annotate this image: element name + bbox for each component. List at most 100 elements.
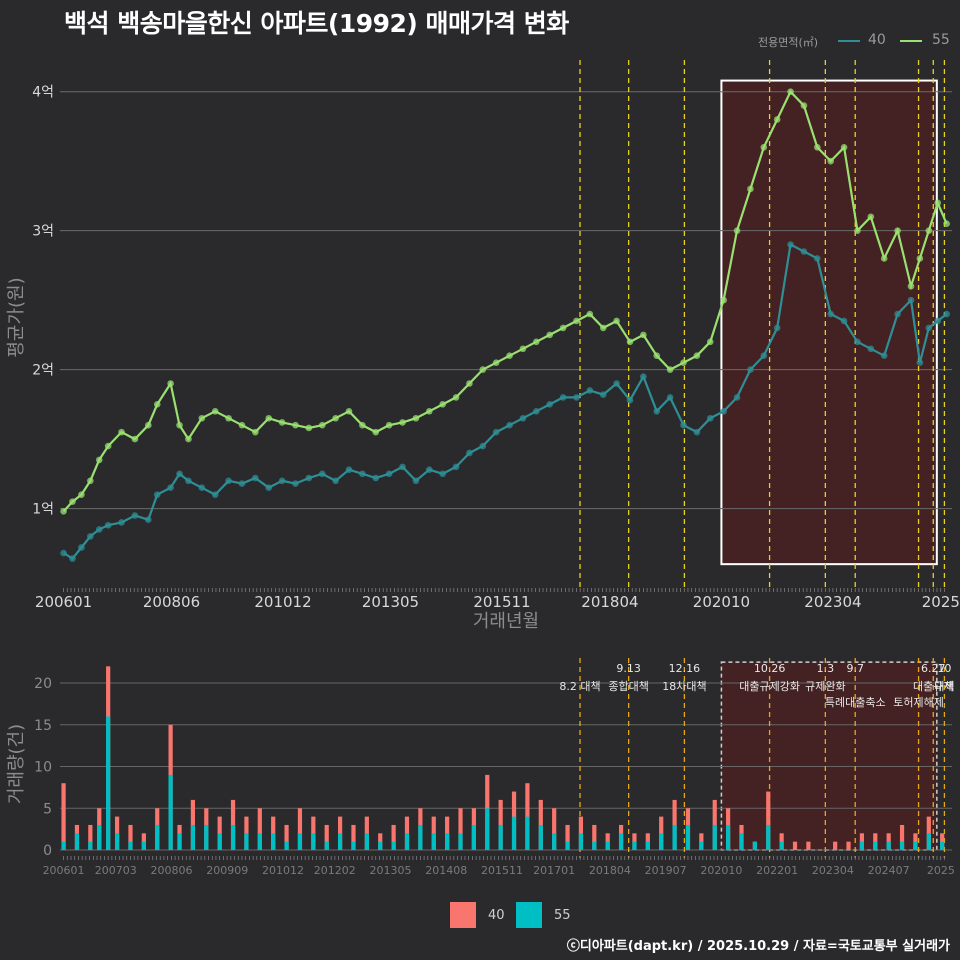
policy-date: 1.3 [817, 662, 835, 675]
data-point-55 [95, 456, 103, 464]
x-tick-label: 202304 [812, 864, 854, 877]
bar-55 [230, 824, 236, 850]
data-point-55 [153, 401, 161, 408]
data-point-40 [573, 394, 580, 401]
bar-40 [766, 791, 771, 850]
data-point-55 [613, 317, 620, 325]
data-point-55 [225, 414, 232, 422]
bar-55 [418, 824, 423, 850]
policy-label: 18차대책 [662, 680, 706, 693]
data-point-55 [666, 366, 674, 373]
bar-40 [538, 799, 543, 850]
data-point-40 [733, 394, 741, 401]
data-point-55 [452, 394, 460, 401]
price-chart: 1억 2억 3억 4억 200601 200806 201012 201305 201511 20… [6, 60, 960, 632]
bar-55 [404, 833, 410, 850]
x-tick-label: 201511 [481, 864, 523, 877]
bar-55 [766, 824, 771, 850]
policy-label: 8.2 대책 [559, 680, 600, 693]
data-point-40 [305, 474, 313, 482]
data-point-40 [145, 516, 152, 523]
bar-55 [511, 816, 517, 850]
legend-top: 전용면적(㎡) 40 55 [750, 32, 960, 50]
data-point-55 [167, 380, 174, 387]
bar-40 [351, 824, 356, 850]
data-point-55 [907, 282, 915, 290]
bar-55 [61, 841, 66, 850]
bar-55 [114, 833, 120, 850]
bar-55 [271, 833, 276, 850]
data-point-40 [519, 414, 527, 422]
x-tick-label: 201907 [645, 864, 687, 877]
x-tick-label: 201305 [362, 593, 419, 611]
data-point-55 [332, 414, 339, 422]
bar-40 [873, 833, 878, 850]
y-tick-label: 15 [34, 718, 52, 734]
data-point-40 [345, 466, 353, 473]
bar-55 [886, 841, 891, 850]
data-point-40 [87, 533, 94, 540]
bar-40 [578, 816, 584, 850]
y-tick-label: 3억 [32, 224, 54, 240]
legend-swatch-55 [516, 902, 542, 928]
bar-40 [498, 799, 503, 850]
policy-label: 종합대책 [608, 680, 648, 693]
policy-label: 토허제해제 [893, 695, 944, 709]
data-point-55 [492, 359, 500, 366]
bar-55 [74, 833, 80, 850]
data-point-55 [318, 421, 326, 429]
data-point-55 [176, 421, 183, 429]
bar-40 [324, 824, 329, 850]
bar-40 [378, 833, 383, 850]
y-tick-label: 1억 [32, 502, 54, 518]
data-point-55 [238, 421, 246, 429]
bar-40 [899, 824, 905, 850]
data-point-55 [546, 331, 554, 339]
data-point-55 [840, 143, 848, 151]
bar-55 [940, 841, 945, 850]
bar-55 [578, 833, 584, 850]
data-point-55 [78, 491, 85, 498]
data-point-40 [211, 491, 219, 498]
data-point-40 [78, 544, 85, 551]
data-point-55 [479, 366, 487, 373]
data-point-55 [265, 414, 273, 422]
data-point-55 [559, 324, 567, 332]
legend-swatch-40 [450, 902, 476, 928]
x-tick-label: 201701 [533, 864, 575, 877]
data-point-40 [131, 512, 139, 519]
bar-40 [552, 808, 557, 850]
bar-40 [141, 833, 146, 850]
data-point-40 [412, 477, 420, 485]
data-point-55 [519, 345, 527, 353]
data-point-55 [720, 296, 727, 304]
bar-40 [88, 824, 93, 850]
data-point-55 [653, 352, 661, 360]
data-point-55 [733, 227, 741, 234]
data-point-40 [943, 310, 950, 318]
x-tick-label: 201012 [262, 864, 304, 877]
data-point-40 [894, 310, 901, 318]
bar-40 [297, 808, 303, 850]
data-point-40 [225, 477, 232, 485]
legend-label-55: 55 [932, 32, 950, 48]
bar-55 [859, 841, 865, 850]
y-tick-label: 0 [43, 843, 52, 859]
bar-40 [128, 824, 133, 850]
data-point-40 [653, 407, 661, 415]
data-point-40 [167, 484, 174, 492]
policy-label: 대책 [934, 680, 954, 693]
x-tick-label: 202201 [756, 864, 798, 877]
bar-55 [311, 833, 316, 850]
bar-55 [752, 841, 757, 850]
bar-55 [445, 833, 450, 850]
data-point-55 [867, 213, 875, 221]
y-axis-title: 평균가(원) [6, 277, 27, 357]
bar-55 [565, 841, 570, 850]
data-point-55 [626, 338, 634, 346]
data-point-40 [118, 519, 125, 526]
data-point-55 [69, 498, 76, 505]
bar-55 [471, 824, 476, 850]
bar-55 [632, 841, 637, 850]
